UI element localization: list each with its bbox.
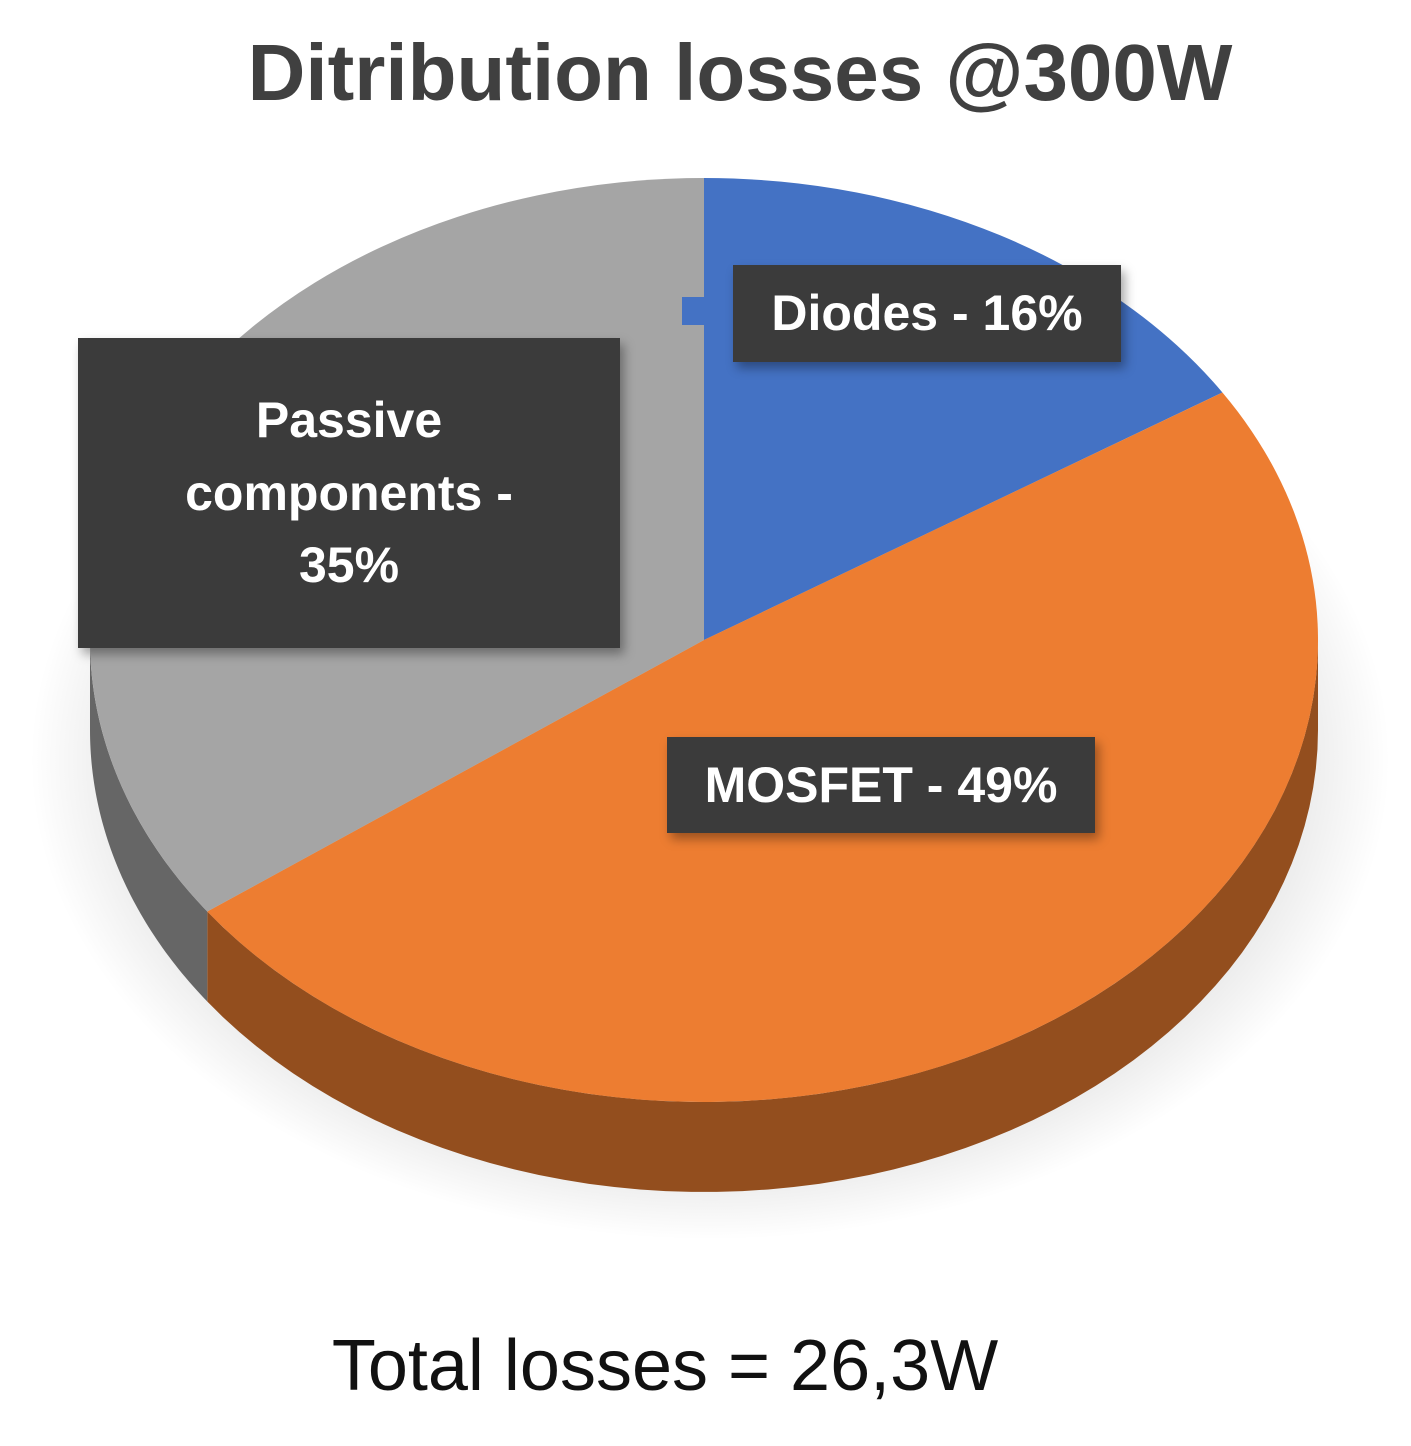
leader-key [682,297,704,325]
pie-sides [90,640,1319,1192]
chart-title: Ditribution losses @300W [248,28,1233,117]
slice-side [207,640,1319,1192]
data-label: Diodes - 16% [733,265,1121,362]
annotation: Total losses = 26,3W [332,1326,998,1406]
data-label: Passive components - 35% [78,338,620,648]
slice-side [90,640,208,1002]
data-label: MOSFET - 49% [667,737,1095,833]
